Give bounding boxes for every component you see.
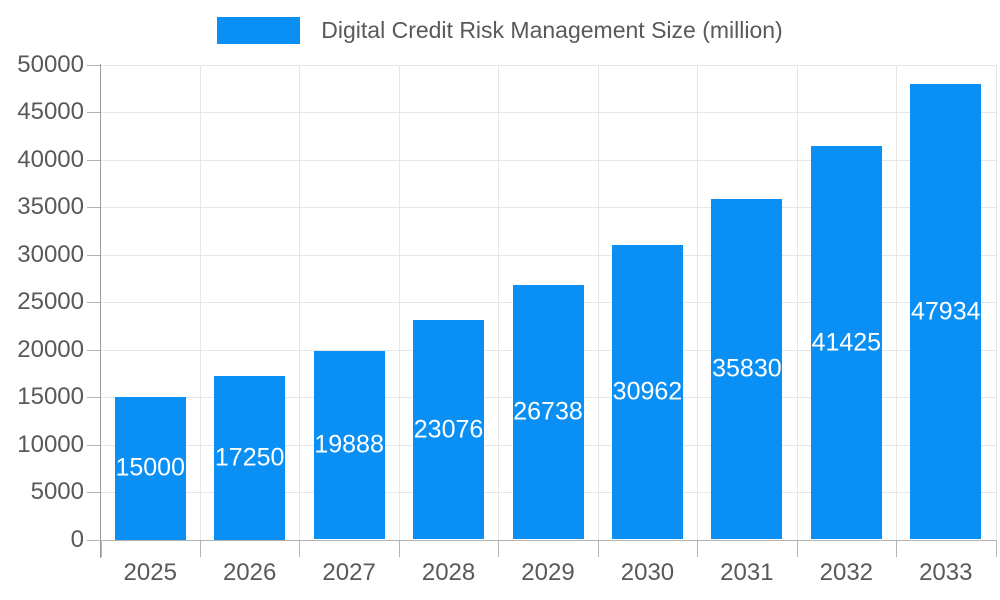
legend: Digital Credit Risk Management Size (mil… xyxy=(0,17,1000,44)
y-axis-tick xyxy=(87,254,101,256)
gridline-vertical xyxy=(199,64,201,540)
bar-value-label: 15000 xyxy=(115,453,185,482)
gridline-horizontal xyxy=(100,112,996,113)
x-tick-label: 2032 xyxy=(819,559,874,586)
y-axis-tick xyxy=(87,207,101,208)
bar-value-label: 35830 xyxy=(712,354,782,383)
x-tick-label: 2027 xyxy=(322,559,376,586)
bar-2032 xyxy=(810,145,882,540)
bar-value-label: 30962 xyxy=(612,377,683,406)
y-axis-line xyxy=(100,64,101,558)
gridline-vertical xyxy=(796,64,798,540)
x-tick-label: 2030 xyxy=(620,559,675,586)
gridline-vertical xyxy=(299,64,301,540)
x-tick-label: 2029 xyxy=(521,559,575,586)
bar-value-label: 19888 xyxy=(314,430,384,459)
y-tick-label: 15000 xyxy=(17,383,84,410)
y-tick-label: 0 xyxy=(70,525,84,553)
x-tick-label: 2033 xyxy=(919,559,973,586)
x-axis-tick xyxy=(697,539,699,557)
y-axis-tick xyxy=(87,159,101,161)
x-axis-tick xyxy=(896,539,898,557)
x-axis-tick xyxy=(299,539,301,557)
x-axis-tick xyxy=(199,539,201,557)
x-axis-tick xyxy=(597,539,599,557)
bar-2025 xyxy=(114,397,186,540)
x-axis-tick xyxy=(498,539,500,557)
legend-swatch xyxy=(217,17,301,44)
gridline-vertical xyxy=(498,64,500,540)
x-tick-label: 2025 xyxy=(123,559,177,586)
y-axis-tick xyxy=(87,397,101,398)
y-axis-tick xyxy=(87,492,101,493)
bar-value-label: 17250 xyxy=(214,443,285,472)
bar-2027 xyxy=(313,350,385,540)
y-axis-tick xyxy=(87,349,101,351)
x-axis-line xyxy=(87,539,996,541)
y-tick-label: 10000 xyxy=(17,430,84,458)
y-tick-label: 35000 xyxy=(17,193,84,220)
y-tick-label: 40000 xyxy=(17,145,84,173)
gridline-vertical xyxy=(697,64,699,540)
bar-value-label: 41425 xyxy=(811,328,882,357)
gridline-vertical xyxy=(995,64,997,540)
y-axis-tick xyxy=(87,444,101,446)
gridline-horizontal xyxy=(100,159,996,161)
y-tick-label: 45000 xyxy=(17,98,84,125)
bar-value-label: 26738 xyxy=(513,397,583,426)
x-axis-tick xyxy=(995,539,997,557)
bar-value-label: 23076 xyxy=(413,415,484,444)
gridline-vertical xyxy=(896,64,898,540)
gridline-vertical xyxy=(597,64,599,540)
bar-2031 xyxy=(711,199,783,540)
bar-2028 xyxy=(413,320,485,540)
y-tick-label: 30000 xyxy=(17,240,84,268)
x-axis-tick xyxy=(796,539,798,557)
legend-label: Digital Credit Risk Management Size (mil… xyxy=(321,17,783,43)
bar-value-label: 47934 xyxy=(911,297,981,326)
x-tick-label: 2026 xyxy=(222,559,277,586)
x-axis-tick xyxy=(398,539,400,557)
bar-2026 xyxy=(214,375,286,540)
bar-2030 xyxy=(611,245,683,540)
y-axis-tick xyxy=(87,112,101,113)
gridline-vertical xyxy=(398,64,400,540)
y-tick-label: 25000 xyxy=(17,288,84,315)
x-tick-label: 2031 xyxy=(720,559,774,586)
gridline-horizontal xyxy=(100,64,996,66)
y-tick-label: 5000 xyxy=(30,478,84,505)
gridline-horizontal xyxy=(100,207,996,208)
y-axis-tick xyxy=(87,302,101,303)
x-tick-label: 2028 xyxy=(421,559,476,586)
bar-2029 xyxy=(512,285,584,540)
y-tick-label: 50000 xyxy=(17,50,84,78)
y-axis-tick xyxy=(87,64,101,66)
gridline-horizontal xyxy=(100,254,996,256)
y-tick-label: 20000 xyxy=(17,335,84,363)
bar-2033 xyxy=(910,84,982,540)
x-axis-tick xyxy=(100,539,102,557)
